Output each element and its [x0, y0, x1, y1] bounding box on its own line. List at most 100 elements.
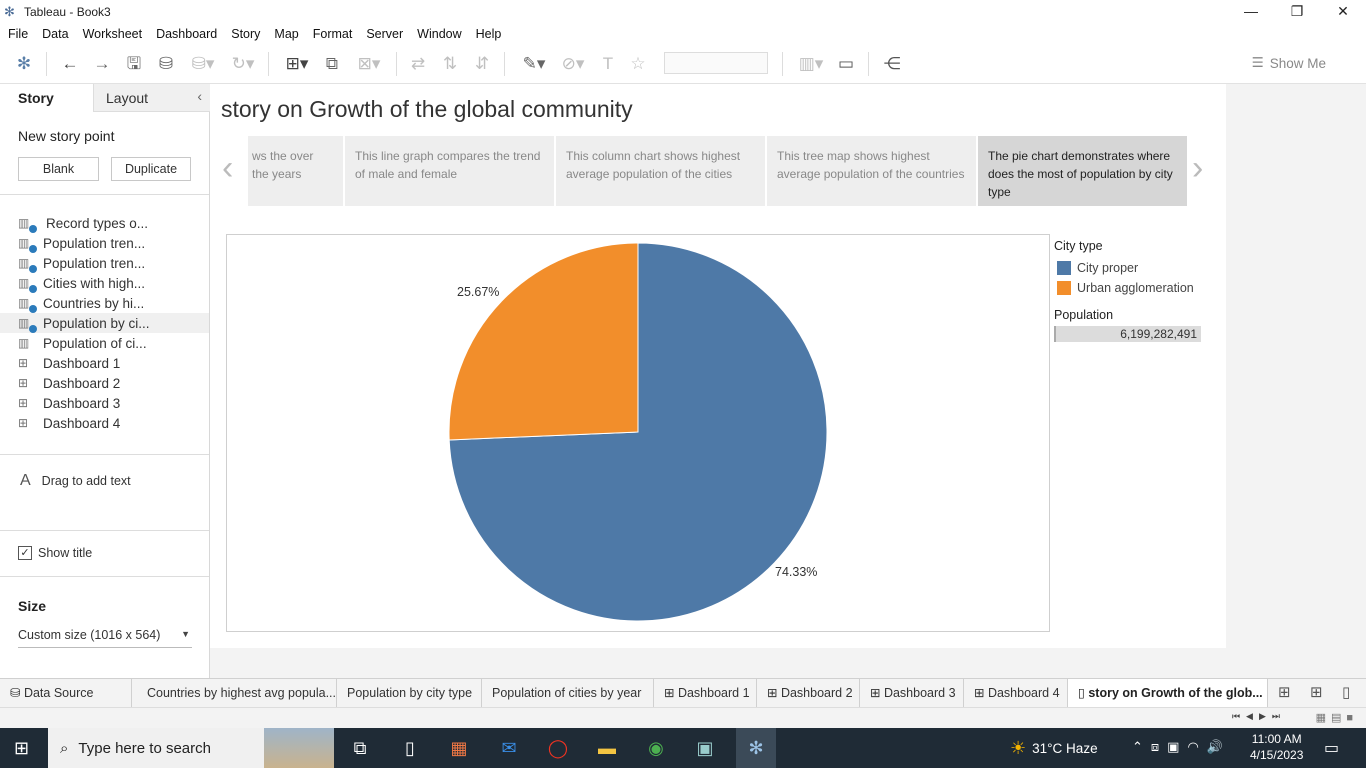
- tab-layout[interactable]: Layout ‹: [93, 84, 210, 112]
- task-view-icon[interactable]: ⧉: [353, 738, 367, 758]
- show-me-icon: ☰: [1251, 55, 1264, 70]
- sheet-tab-active[interactable]: ▯ story on Growth of the glob...: [1068, 679, 1268, 707]
- chrome-browser-icon[interactable]: ◉: [648, 738, 664, 758]
- sheet-item[interactable]: ▥ Record types o...: [0, 213, 209, 233]
- menu-window[interactable]: Window: [417, 26, 462, 41]
- legend-item-city-proper[interactable]: City proper: [1057, 258, 1219, 278]
- sheet-tab[interactable]: Population by city type: [337, 679, 482, 707]
- sheet-item[interactable]: ▥ Population of ci...: [18, 335, 147, 351]
- sheet-tab[interactable]: ⊞ Dashboard 1: [654, 679, 757, 707]
- sheet-item[interactable]: ⊞ Dashboard 1: [18, 355, 121, 371]
- sheet-item[interactable]: ▥ Countries by hi...: [0, 293, 209, 313]
- next-story-point-icon[interactable]: ›: [1192, 149, 1204, 187]
- redo-icon[interactable]: →: [93, 54, 111, 73]
- mail-icon[interactable]: ✉: [501, 738, 517, 758]
- sort-descending-icon[interactable]: ⇵: [474, 54, 490, 73]
- sheet-item[interactable]: ⊞ Dashboard 4: [18, 415, 121, 431]
- group-members-icon[interactable]: ⊘▾: [561, 54, 585, 73]
- tableau-home-icon[interactable]: ✻: [16, 54, 32, 73]
- menu-format[interactable]: Format: [312, 26, 353, 41]
- sheet-item[interactable]: ▥ Cities with high...: [0, 273, 209, 293]
- fix-axes-icon[interactable]: ☆: [630, 54, 646, 73]
- story-point[interactable]: This tree map shows highest average popu…: [767, 136, 976, 206]
- story-point[interactable]: This column chart shows highest average …: [556, 136, 765, 206]
- sheet-tab[interactable]: ⊞ Dashboard 2: [757, 679, 860, 707]
- menu-dashboard[interactable]: Dashboard: [156, 26, 218, 41]
- story-point[interactable]: This line graph compares the trend of ma…: [345, 136, 554, 206]
- sheet-item[interactable]: ⊞ Dashboard 3: [18, 395, 121, 411]
- file-icon[interactable]: ▯: [405, 738, 415, 758]
- save-icon[interactable]: 🖫: [126, 54, 142, 73]
- weather-widget[interactable]: ☀ 31°C Haze: [1010, 738, 1098, 759]
- blank-button[interactable]: Blank: [18, 157, 99, 181]
- menu-map[interactable]: Map: [274, 26, 299, 41]
- pie-chart: [448, 242, 828, 622]
- menu-server[interactable]: Server: [366, 26, 404, 41]
- sort-ascending-icon[interactable]: ⇅: [442, 54, 458, 73]
- checkbox-checked-icon[interactable]: ✓: [18, 546, 32, 560]
- sheet-navigation-arrows-icon[interactable]: ⏮◀▶⏭: [1231, 711, 1286, 721]
- sheet-item[interactable]: ▥ Population tren...: [0, 253, 209, 273]
- taskbar-search-box[interactable]: ⌕ Type here to search: [48, 728, 334, 768]
- title-bar: ✻ Tableau - Book3 — ❐ ✕: [0, 0, 1366, 23]
- weather-text: 31°C Haze: [1032, 741, 1098, 756]
- windows-start-icon[interactable]: ⊞: [14, 738, 30, 758]
- clear-sheet-icon[interactable]: ⊠▾: [357, 54, 381, 73]
- dashboard-icon: ⊞: [870, 686, 884, 700]
- tab-data-source[interactable]: ⛁ Data Source: [0, 679, 132, 707]
- duplicate-sheet-icon[interactable]: ⧉: [325, 54, 339, 73]
- presentation-mode-icon[interactable]: ▭: [837, 54, 855, 73]
- sheet-item[interactable]: ▥ Population by ci...: [0, 313, 209, 333]
- sheet-view-toggle-icon[interactable]: ▦▤■: [1315, 712, 1358, 724]
- new-story-tab-icon[interactable]: ▯: [1342, 684, 1351, 701]
- taskbar-clock[interactable]: 11:00 AM 4/15/2023: [1250, 731, 1303, 763]
- sheet-tab[interactable]: Countries by highest avg popula...: [137, 679, 337, 707]
- duplicate-button[interactable]: Duplicate: [111, 157, 191, 181]
- show-title-checkbox[interactable]: ✓ Show title: [18, 546, 92, 560]
- story-point[interactable]: ws the over the years: [248, 136, 343, 206]
- sheet-tab[interactable]: Population of cities by year: [482, 679, 654, 707]
- tableau-taskbar-icon[interactable]: ✻: [736, 728, 776, 768]
- system-tray-icons[interactable]: ⌃⧈▣◠🔊: [1132, 739, 1231, 754]
- microsoft-store-icon[interactable]: ▦: [450, 738, 468, 758]
- collapse-pane-chevron-icon[interactable]: ‹: [197, 88, 202, 104]
- undo-icon[interactable]: ←: [61, 54, 79, 73]
- show-me-button[interactable]: ☰ Show Me: [1252, 55, 1326, 71]
- share-icon[interactable]: ⋲: [883, 54, 901, 73]
- highlight-icon[interactable]: ✎▾: [522, 54, 546, 73]
- tab-story[interactable]: Story: [0, 84, 93, 112]
- sheet-tab[interactable]: ⊞ Dashboard 4: [964, 679, 1068, 707]
- new-data-source-icon[interactable]: ⛁: [158, 54, 174, 73]
- sheet-item[interactable]: ⊞ Dashboard 2: [18, 375, 121, 391]
- pie-slice-urban-agglomeration[interactable]: [448, 242, 639, 441]
- opera-browser-icon[interactable]: ◯: [547, 738, 569, 758]
- menu-help[interactable]: Help: [475, 26, 502, 41]
- show-cards-icon[interactable]: ▥▾: [798, 54, 824, 73]
- menu-file[interactable]: File: [8, 26, 29, 41]
- menu-data[interactable]: Data: [42, 26, 69, 41]
- notification-icon[interactable]: ▭: [1324, 740, 1340, 757]
- menu-worksheet[interactable]: Worksheet: [82, 26, 143, 41]
- story-point-active[interactable]: The pie chart demonstrates where does th…: [978, 136, 1187, 206]
- restore-button[interactable]: ❐: [1290, 3, 1304, 19]
- legend-item-urban-agglomeration[interactable]: Urban agglomeration: [1057, 278, 1219, 298]
- remote-desktop-icon[interactable]: ▣: [696, 738, 714, 758]
- sheet-tab[interactable]: ⊞ Dashboard 3: [860, 679, 964, 707]
- pause-updates-icon[interactable]: ⛁▾: [191, 54, 215, 73]
- new-worksheet-tab-icon[interactable]: ⊞: [1278, 684, 1291, 701]
- size-dropdown[interactable]: Custom size (1016 x 564) ▼: [18, 628, 192, 648]
- minimize-button[interactable]: —: [1244, 3, 1258, 19]
- previous-story-point-icon[interactable]: ‹: [222, 149, 234, 187]
- menu-story[interactable]: Story: [231, 26, 261, 41]
- new-dashboard-tab-icon[interactable]: ⊞: [1310, 684, 1323, 701]
- file-explorer-icon[interactable]: ▬: [598, 738, 616, 758]
- swap-rows-columns-icon[interactable]: ⇄: [410, 54, 426, 73]
- show-mark-labels-icon[interactable]: T: [602, 54, 614, 73]
- refresh-icon[interactable]: ↻▾: [231, 54, 255, 73]
- sheet-item[interactable]: ▥ Population tren...: [0, 233, 209, 253]
- drag-to-add-text[interactable]: A Drag to add text: [20, 472, 131, 490]
- toolbar-separator: [46, 52, 47, 76]
- close-button[interactable]: ✕: [1337, 3, 1349, 19]
- fit-dropdown[interactable]: [664, 52, 768, 74]
- new-worksheet-icon[interactable]: ⊞▾: [285, 54, 309, 73]
